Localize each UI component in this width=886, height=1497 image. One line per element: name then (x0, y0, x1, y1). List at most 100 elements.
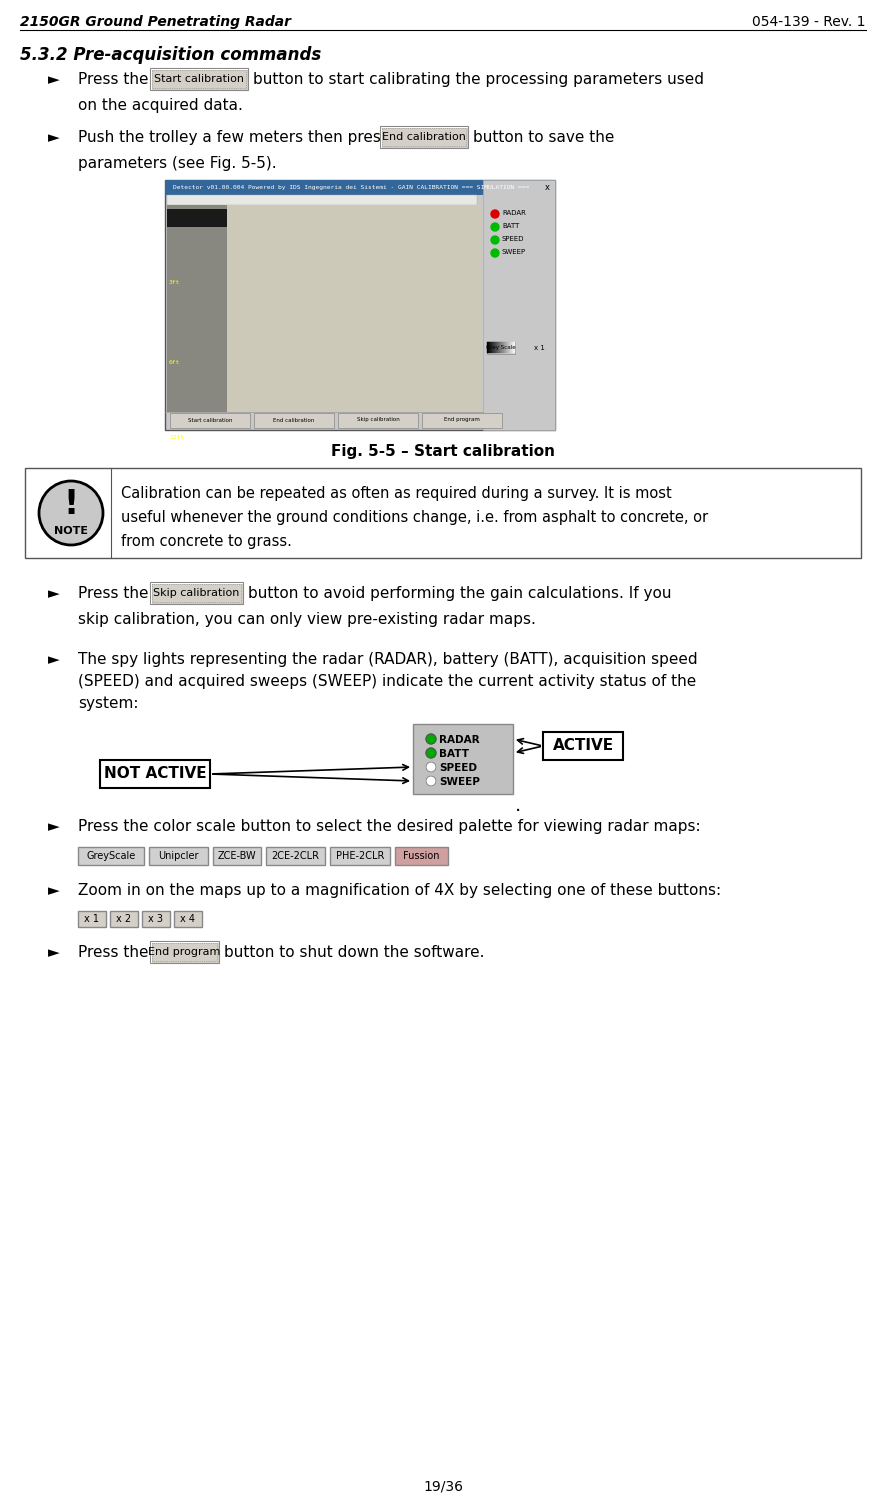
FancyBboxPatch shape (142, 912, 170, 927)
FancyBboxPatch shape (165, 180, 555, 430)
Text: Skip calibration: Skip calibration (153, 588, 239, 597)
Text: ►: ► (48, 130, 59, 145)
Text: End calibration: End calibration (273, 418, 315, 422)
FancyBboxPatch shape (227, 205, 481, 412)
FancyBboxPatch shape (78, 847, 144, 865)
Text: Press the: Press the (78, 945, 149, 960)
Text: Detector v01.00.004 Powered by IDS Ingegneria dei Sistemi - GAIN CALIBRATION ===: Detector v01.00.004 Powered by IDS Ingeg… (173, 186, 529, 190)
FancyBboxPatch shape (254, 413, 334, 428)
Text: ►: ► (48, 819, 59, 834)
FancyBboxPatch shape (380, 126, 468, 148)
Circle shape (491, 237, 499, 244)
Text: The spy lights representing the radar (RADAR), battery (BATT), acquisition speed: The spy lights representing the radar (R… (78, 653, 697, 668)
Text: PHE-2CLR: PHE-2CLR (336, 850, 385, 861)
Text: useful whenever the ground conditions change, i.e. from asphalt to concrete, or: useful whenever the ground conditions ch… (121, 510, 708, 525)
Text: ACTIVE: ACTIVE (553, 738, 614, 753)
Circle shape (491, 210, 499, 219)
FancyBboxPatch shape (338, 413, 418, 428)
FancyBboxPatch shape (25, 469, 861, 558)
FancyBboxPatch shape (413, 725, 513, 793)
Text: Calibration can be repeated as often as required during a survey. It is most: Calibration can be repeated as often as … (121, 487, 672, 501)
Text: on the acquired data.: on the acquired data. (78, 97, 243, 112)
FancyBboxPatch shape (150, 582, 243, 603)
Text: SWEEP: SWEEP (439, 777, 480, 787)
FancyBboxPatch shape (174, 912, 202, 927)
Text: system:: system: (78, 696, 138, 711)
Text: skip calibration, you can only view pre-existing radar maps.: skip calibration, you can only view pre-… (78, 612, 536, 627)
Circle shape (426, 734, 436, 744)
Circle shape (426, 748, 436, 757)
Text: Skip calibration: Skip calibration (357, 418, 400, 422)
Text: Start calibration: Start calibration (188, 418, 232, 422)
Text: ►: ► (48, 653, 59, 668)
Text: button to shut down the software.: button to shut down the software. (224, 945, 485, 960)
Text: ZCE-BW: ZCE-BW (218, 850, 256, 861)
Text: Press the: Press the (78, 585, 149, 600)
Text: NOT ACTIVE: NOT ACTIVE (104, 766, 206, 781)
Text: 2150GR Ground Penetrating Radar: 2150GR Ground Penetrating Radar (20, 15, 291, 28)
Text: Press the: Press the (78, 72, 149, 87)
Text: End program: End program (444, 418, 480, 422)
Circle shape (426, 775, 436, 786)
Text: parameters (see Fig. 5-5).: parameters (see Fig. 5-5). (78, 156, 276, 171)
Text: BATT: BATT (439, 748, 469, 759)
Text: Zoom in on the maps up to a magnification of 4X by selecting one of these button: Zoom in on the maps up to a magnificatio… (78, 883, 721, 898)
FancyBboxPatch shape (150, 67, 247, 90)
FancyBboxPatch shape (78, 912, 106, 927)
FancyBboxPatch shape (149, 847, 208, 865)
Circle shape (491, 223, 499, 231)
Text: 6ft: 6ft (169, 359, 180, 365)
Text: End calibration: End calibration (382, 132, 466, 142)
Text: x 1: x 1 (84, 915, 99, 924)
Text: button to save the: button to save the (473, 130, 614, 145)
FancyBboxPatch shape (167, 195, 477, 205)
Text: ►: ► (48, 585, 59, 600)
Text: 5.3.2 Pre-acquisition commands: 5.3.2 Pre-acquisition commands (20, 46, 322, 64)
Text: GreyScale: GreyScale (86, 850, 136, 861)
FancyBboxPatch shape (100, 760, 210, 787)
Text: !: ! (64, 488, 79, 521)
Text: Unipcler: Unipcler (159, 850, 198, 861)
FancyBboxPatch shape (330, 847, 390, 865)
Text: BATT: BATT (502, 223, 519, 229)
Text: Press the color scale button to select the desired palette for viewing radar map: Press the color scale button to select t… (78, 819, 701, 834)
FancyBboxPatch shape (395, 847, 448, 865)
Text: Push the trolley a few meters then press the: Push the trolley a few meters then press… (78, 130, 419, 145)
Text: .: . (515, 796, 521, 814)
Text: RADAR: RADAR (502, 210, 526, 216)
Circle shape (39, 481, 103, 545)
FancyBboxPatch shape (165, 180, 555, 195)
Text: ►: ► (48, 945, 59, 960)
Text: Start calibration: Start calibration (154, 73, 244, 84)
Text: x 4: x 4 (181, 915, 196, 924)
FancyBboxPatch shape (543, 732, 623, 760)
Text: 12ft: 12ft (169, 436, 184, 440)
FancyBboxPatch shape (541, 181, 553, 195)
Text: x 1: x 1 (533, 344, 544, 350)
FancyBboxPatch shape (487, 341, 515, 353)
Text: x: x (545, 183, 549, 192)
Text: SPEED: SPEED (502, 237, 525, 243)
FancyBboxPatch shape (214, 847, 260, 865)
Text: x 3: x 3 (149, 915, 164, 924)
FancyBboxPatch shape (422, 413, 502, 428)
Text: button to start calibrating the processing parameters used: button to start calibrating the processi… (253, 72, 703, 87)
Text: SPEED: SPEED (439, 763, 477, 772)
Text: Fussion: Fussion (403, 850, 439, 861)
FancyBboxPatch shape (110, 912, 138, 927)
Text: 054-139 - Rev. 1: 054-139 - Rev. 1 (752, 15, 866, 28)
FancyBboxPatch shape (483, 180, 555, 430)
FancyBboxPatch shape (150, 942, 219, 963)
Text: (SPEED) and acquired sweeps (SWEEP) indicate the current activity status of the: (SPEED) and acquired sweeps (SWEEP) indi… (78, 674, 696, 689)
Circle shape (426, 762, 436, 772)
Text: ►: ► (48, 72, 59, 87)
Text: Grey Scale: Grey Scale (486, 346, 516, 350)
Text: NOTE: NOTE (54, 525, 88, 536)
Text: from concrete to grass.: from concrete to grass. (121, 534, 291, 549)
Text: End program: End program (148, 948, 221, 957)
FancyBboxPatch shape (266, 847, 325, 865)
FancyBboxPatch shape (167, 210, 227, 228)
Text: 3ft: 3ft (169, 280, 180, 284)
FancyBboxPatch shape (167, 205, 227, 412)
Text: button to avoid performing the gain calculations. If you: button to avoid performing the gain calc… (248, 585, 672, 600)
